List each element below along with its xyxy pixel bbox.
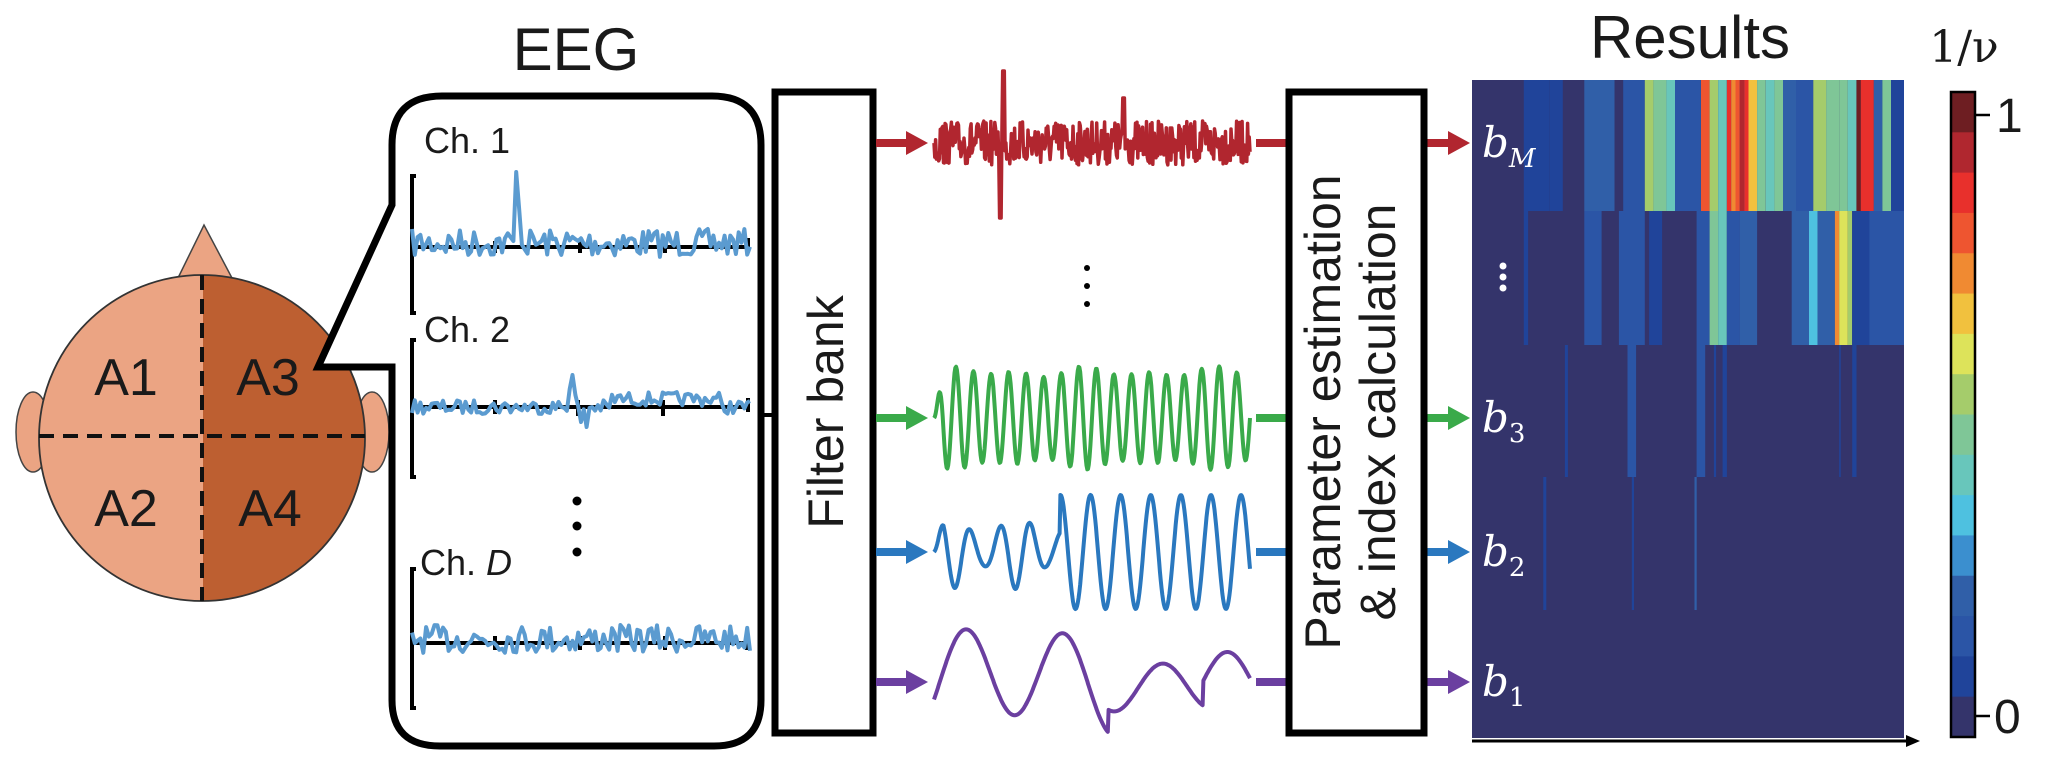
eeg-channel-1: Ch. 1: [410, 120, 752, 315]
region-label-A4: A4: [238, 480, 302, 538]
filter-bank-block[interactable]: Filter bank: [771, 88, 877, 737]
parameter-label-line1: Parameter estimation: [1295, 174, 1351, 649]
channel-label: Ch. 2: [424, 309, 510, 350]
band-row-b1: [876, 627, 1470, 734]
filtered-signal-b3: [932, 364, 1252, 472]
parameter-estimation-block[interactable]: Parameter estimation & index calculation: [1285, 88, 1428, 737]
channel-label: Ch. D: [420, 542, 512, 583]
time-axis-arrow-icon: [1906, 735, 1920, 747]
nose-icon: [176, 223, 234, 279]
colorbar-segment: [1951, 454, 1975, 496]
colorbar-max-label: 1: [1996, 90, 2023, 143]
colorbar-segment: [1951, 253, 1975, 295]
band-signals: [876, 69, 1470, 734]
eeg-channel-2: Ch. 2: [410, 309, 751, 479]
channel-label: Ch. 1: [424, 120, 510, 161]
filtered-signal-bM: [932, 69, 1252, 220]
colorbar-segment: [1951, 374, 1975, 416]
colorbar-segment: [1951, 656, 1975, 698]
band-row-bM: [876, 69, 1470, 220]
arrow-right-icon: [1448, 540, 1470, 564]
heatmap-row-b2: [1543, 477, 1697, 610]
colorbar-segment: [1951, 495, 1975, 537]
colorbar-segment: [1951, 616, 1975, 657]
parameter-label-line2: & index calculation: [1350, 204, 1406, 621]
band-ellipsis: [1084, 265, 1090, 307]
band-row-b3: [876, 364, 1470, 472]
colorbar-segment: [1951, 293, 1975, 335]
colorbar: 1/ν 1 0: [1929, 22, 2022, 744]
arrow-right-icon: [906, 540, 928, 564]
arrow-right-icon: [1448, 670, 1470, 694]
results-title: Results: [1590, 4, 1790, 71]
colorbar-segment: [1951, 575, 1975, 617]
arrow-right-icon: [1448, 406, 1470, 430]
heatmap-row-bM: [1472, 80, 1904, 211]
region-label-A2: A2: [94, 480, 158, 538]
colorbar-segment: [1951, 535, 1975, 577]
channel-ellipsis: [572, 496, 582, 557]
arrow-right-icon: [906, 131, 928, 155]
colorbar-segment: [1951, 172, 1975, 214]
heatmap-row-dots: [1523, 211, 1904, 345]
colorbar-segment: [1951, 92, 1975, 133]
colorbar-segment: [1951, 696, 1975, 738]
colorbar-segment: [1951, 132, 1975, 174]
colorbar-segment: [1951, 333, 1975, 375]
eeg-waveform: [410, 623, 752, 655]
region-label-A1: A1: [94, 349, 158, 407]
heatmap-row-b3: [1564, 345, 1857, 477]
arrow-right-icon: [1448, 131, 1470, 155]
filtered-signal-b1: [932, 627, 1252, 734]
heatmap-row-ellipsis: [1499, 262, 1507, 292]
filtered-signal-b2: [932, 493, 1252, 611]
colorbar-segment: [1951, 414, 1975, 456]
arrow-right-icon: [906, 670, 928, 694]
arrow-right-icon: [906, 406, 928, 430]
eeg-waveform: [410, 170, 752, 259]
colorbar-title: 1/ν: [1929, 22, 1999, 73]
eeg-panel: EEG Ch. 1 Ch. 2 Ch. D: [312, 16, 765, 750]
eeg-title: EEG: [513, 16, 640, 83]
eeg-channel-D: Ch. D: [410, 542, 752, 710]
results-heatmap[interactable]: [1472, 80, 1904, 738]
eeg-callout-box: [312, 92, 765, 750]
filter-bank-label: Filter bank: [798, 294, 854, 528]
head-diagram: A1 A2 A3 A4: [15, 223, 390, 602]
band-row-b2: [876, 493, 1470, 611]
region-label-A3: A3: [236, 349, 300, 407]
colorbar-min-label: 0: [1994, 691, 2021, 744]
colorbar-segment: [1951, 212, 1975, 254]
eeg-waveform: [410, 373, 751, 429]
